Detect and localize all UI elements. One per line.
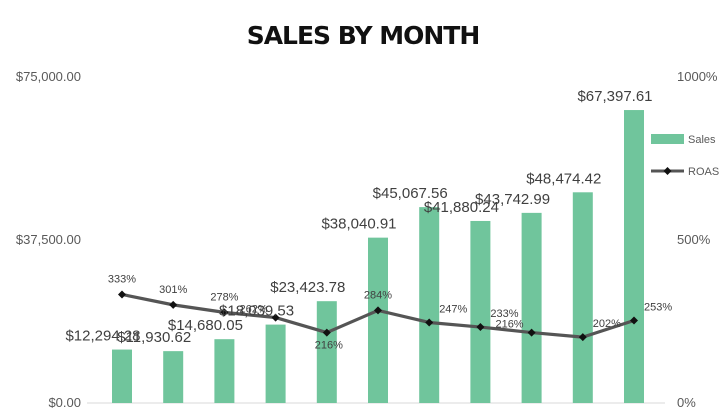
roas-data-label: 216% [315, 340, 343, 352]
sales-data-label: $23,423.78 [270, 279, 345, 296]
legend-sales-label: Sales [688, 134, 716, 146]
roas-marker [322, 328, 331, 337]
sales-bar [419, 207, 440, 403]
roas-data-label: 284% [364, 289, 392, 301]
legend-roas-marker [663, 167, 672, 175]
sales-data-label: $18,039.53 [219, 303, 294, 320]
roas-line-series [118, 290, 638, 342]
sales-bar [163, 351, 184, 403]
sales-bar [624, 110, 644, 404]
roas-data-label: 301% [159, 284, 187, 296]
y-axis-tick-label: $37,500.00 [16, 232, 81, 247]
roas-marker [527, 328, 536, 337]
roas-data-labels: 333%301%278%262%216%284%247% 233%216% 202%… [108, 273, 672, 351]
roas-marker [271, 313, 280, 322]
roas-data-label: 247% [439, 303, 467, 315]
y-axis-tick-label: $75,000.00 [16, 69, 81, 84]
sales-data-label: $14,680.05 [168, 317, 243, 334]
sales-data-labels: $12,294.28$11,930.62$14,680.05$18,039.53… [65, 88, 652, 346]
legend: Sales ROAS [651, 134, 719, 178]
roas-data-label: 202% [593, 318, 621, 330]
y2-axis-tick-label: 0% [677, 395, 696, 410]
roas-data-label: 233% [490, 308, 518, 320]
roas-marker [578, 333, 587, 342]
chart-title: SALES BY MONTH [247, 21, 480, 50]
roas-data-label: 278% [210, 291, 238, 303]
roas-marker [425, 318, 434, 327]
sales-data-label: $48,474.42 [526, 170, 601, 187]
axes: $0.00 $37,500.00 $75,000.00 0% 500% 1000% [16, 69, 718, 410]
y2-axis-tick-label: 1000% [677, 69, 718, 84]
roas-marker [374, 306, 382, 315]
y-axis-tick-label: $0.00 [48, 395, 81, 410]
sales-bar [214, 339, 235, 403]
sales-bar [521, 212, 542, 403]
roas-marker [169, 300, 178, 309]
sales-bar [316, 301, 337, 403]
sales-data-label: $12,294.28 [65, 328, 140, 345]
sales-bar [572, 192, 593, 403]
sales-bar [265, 324, 286, 403]
sales-data-label: $11,930.62 [117, 329, 191, 346]
sales-data-label: $41,880.24 [424, 199, 499, 216]
roas-marker [220, 308, 229, 317]
roas-data-label: 216% [495, 319, 523, 331]
legend-sales-swatch [651, 134, 684, 144]
sales-data-label: $45,067.56 [373, 185, 448, 202]
sales-data-label: $67,397.61 [577, 88, 652, 105]
sales-bar [368, 237, 388, 403]
roas-marker [476, 323, 485, 332]
y2-axis-tick-label: 500% [677, 232, 711, 247]
roas-data-label: 262% [239, 304, 267, 316]
roas-data-label: 333% [108, 273, 136, 285]
sales-bars [112, 110, 644, 404]
roas-marker [118, 290, 126, 299]
roas-data-label: 253% [644, 302, 672, 314]
sales-data-label: $43,742.99 [475, 191, 550, 208]
legend-roas-label: ROAS [688, 166, 719, 178]
sales-bar [112, 349, 132, 403]
sales-bar [470, 220, 491, 403]
roas-marker [630, 316, 638, 325]
sales-data-label: $38,040.91 [321, 216, 396, 233]
